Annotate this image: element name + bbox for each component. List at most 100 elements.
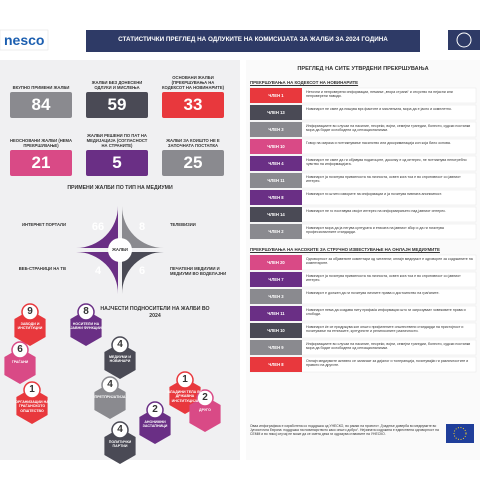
page-title: СТАТИСТИЧКИ ПРЕГЛЕД НА ОДЛУКИТЕ НА КОМИС… [118,36,388,43]
submitter-value: 2 [202,392,208,403]
stat-value: 21 [10,150,72,176]
submitter-label: МЕДИУМИ И НОВИНАРИ [109,355,131,364]
submitter-badge [146,401,164,419]
footer-text: Оваа инфографика е изработена со поддршк… [250,424,439,437]
hexagon [139,408,171,444]
logo: nesco [4,32,45,48]
section-title: ПРЕКРШУВАЊА НА НАСОКИТЕ ЗА СТРУЧНО ИЗВЕС… [250,247,440,252]
article-text: Новинарот не го поставува својот интерес… [306,209,447,213]
section-title: ПРЕКРШУВАЊА НА КОДЕКСОТ НА НОВИНАРИТЕ [250,80,359,85]
article-text: Новинарот ја почитува приватноста на лич… [306,274,461,283]
stat-value: 5 [86,150,148,176]
article-box [250,207,302,222]
article: ЧЛЕН 4 [268,161,284,166]
submitter-badge [11,341,29,359]
submitter-value: 4 [117,424,123,435]
article: ЧЛЕН 10 [267,144,285,149]
submitter-label: ПОЛИТИЧКИ ПАРТИИ [108,440,132,449]
submitter-value: 1 [182,374,188,385]
article-text: Новинарот нема да создава ниту прифаќа и… [306,308,466,317]
submitter-label: ОРГАНИЗАЦИИ НА ГРАЃАНСКОТО ОПШТЕСТВО [15,400,49,413]
submitter-label: ВЛАДИНИ ТЕЛА ВО ДРЖАВНА ИНСТИТУЦИЈА [167,390,203,403]
article: ЧЛЕН 11 [267,311,285,316]
submitter-value: 4 [117,339,123,350]
article-text: Новинарот ја почитува приватноста на лич… [306,175,461,184]
article-text: Говор на омраза и поттикнување насилство… [306,141,451,145]
article-text: Информациите во случаи на насилие, несре… [306,124,471,133]
article: ЧЛЕН 1 [268,93,284,98]
media-center-label: ЖАЛБИ [112,247,128,252]
article-text: Новинарот мора да ја негува културата и … [306,226,444,235]
hexagon [189,396,221,432]
submitter-badge [111,336,129,354]
stat-value: 33 [162,92,224,118]
stat-label: ЖАЛБИ РЕШЕНИ ПО ПАТ НА МЕДИЈАЦИЈА (СОГЛА… [86,133,148,148]
media-value: 6 [138,265,146,277]
submitter-label: ЗАВОДИ И ИНСТИТУЦИИ [17,322,43,331]
hexagon [4,348,36,384]
article-text: Одговорност за објавените коментари од ч… [306,257,473,266]
article-box [250,340,302,355]
article: ЧЛЕН 13 [267,110,285,115]
stat-label: ВКУПНО ПРИМЕНИ ЖАЛБИ [12,85,70,90]
article-box [250,173,302,188]
hexagon [104,343,136,379]
overview-title: ПРЕГЛЕД НА СИТЕ УТВРДЕНИ ПРЕКРШУВАЊА [297,66,429,72]
submitter-value: 4 [107,379,113,390]
article: ЧЛЕН 20 [267,260,285,265]
hexagon [104,428,136,464]
article-box [250,139,302,154]
article-text: Неточни и непроверени информации, немање… [306,90,453,99]
article-text: Онлајн медиумите активно се залагаат за … [306,359,469,368]
submitter-badge [21,303,39,321]
submitter-value: 1 [29,384,35,395]
submitter-label: ГРАЃАНИ [11,360,29,364]
submitter-badge [176,371,194,389]
article: ЧЛЕН 8 [268,195,284,200]
media-title: ПРИМЕНИ ЖАЛБИ ПО ТИП НА МЕДИУМИ [67,185,173,191]
media-segment [76,206,118,248]
article: ЧЛЕН 9 [268,345,284,350]
submitter-badge [77,303,95,321]
article-box [250,105,302,120]
article-box [250,306,302,321]
article: ЧЛЕН 2 [268,229,284,234]
submitter-label: ДРУГО [199,408,211,412]
article-box [250,272,302,287]
submitter-badge [23,381,41,399]
submitter-value: 2 [152,404,158,415]
submitter-badge [101,376,119,394]
hexagon [94,383,126,419]
article-box [250,289,302,304]
submitter-label: НОСИТЕЛИ НА ЈАВНИ ФУНКЦИИ [70,322,102,331]
article: ЧЛЕН 3 [268,127,284,132]
article-box [250,255,302,270]
article-box [250,323,302,338]
submitter-value: 9 [27,306,33,317]
media-segment [122,206,164,248]
media-label: ВЕБ-СТРАНИЦИ НА ТВ [18,266,66,271]
article-text: Новинарот не смее да пишува врз фактите … [306,107,452,111]
submitter-badge [196,389,214,407]
article: ЧЛЕН 11 [267,178,285,183]
submitter-label: АНОНИМНИ ЗАСТАПНИЦИ [142,420,168,429]
article-text: Новинарот не смее да ги објавува податоц… [306,158,467,167]
media-label: ТЕЛЕВИЗИИ [170,222,196,227]
media-value: 66 [91,221,105,233]
stat-value: 25 [162,150,224,176]
stat-label: ЖАЛБИ БЕЗ ДОНЕСЕНИ ОДЛУКИ И МИСЛЕЊА [91,80,143,90]
article-box [250,190,302,205]
submitter-badge [111,421,129,439]
stat-value: 59 [86,92,148,118]
media-label: ПЕЧАТЕНИ МЕДИУМИ И МЕДИУМИ ВО ВОДЕЛАЈНИ [170,266,227,276]
submitter-value: 8 [83,306,89,317]
article-box [250,156,302,171]
media-segment [122,252,164,294]
media-center [108,238,132,262]
submitter-label: ПРЕТПРИЈАТИЈА [94,395,126,399]
hexagon [16,388,48,424]
media-value: 4 [94,265,102,277]
stat-label: ОСНОВАНИ ЖАЛБИ (ПРЕКРШУВАЊА НА КОДЕКСОТ … [161,75,225,90]
